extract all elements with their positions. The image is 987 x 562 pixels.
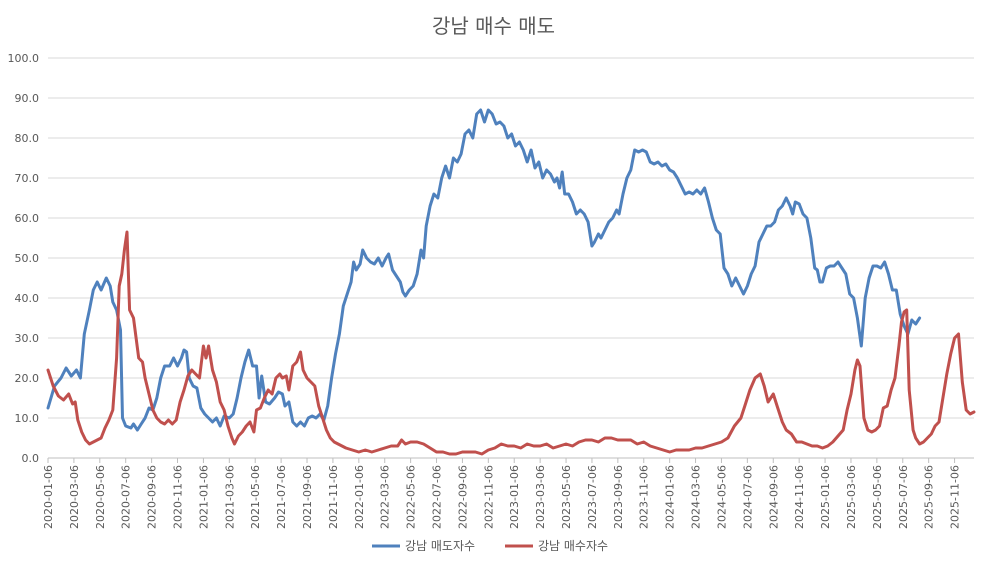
x-tick-label: 2021-01-06 — [197, 465, 210, 529]
y-tick-label: 60.0 — [15, 212, 40, 225]
x-tick-label: 2023-07-06 — [586, 465, 599, 529]
x-tick-label: 2021-03-06 — [223, 465, 236, 529]
x-tick-label: 2025-03-06 — [845, 465, 858, 529]
y-tick-label: 100.0 — [8, 52, 40, 65]
x-tick-label: 2023-09-06 — [612, 465, 625, 529]
x-tick-label: 2021-07-06 — [275, 465, 288, 529]
buy-series-line — [46, 230, 976, 456]
x-tick-label: 2024-03-06 — [690, 465, 703, 529]
x-tick-label: 2025-01-06 — [819, 465, 832, 529]
x-tick-label: 2023-03-06 — [534, 465, 547, 529]
x-tick-label: 2021-09-06 — [301, 465, 314, 529]
y-tick-label: 40.0 — [15, 292, 40, 305]
x-tick-label: 2022-05-06 — [405, 465, 418, 529]
x-tick-label: 2025-07-06 — [897, 465, 910, 529]
x-tick-label: 2023-11-06 — [638, 465, 651, 529]
x-tick-label: 2024-07-06 — [741, 465, 754, 529]
x-tick-label: 2024-05-06 — [715, 465, 728, 529]
x-tick-label: 2022-07-06 — [431, 465, 444, 529]
x-tick-label: 2022-01-06 — [353, 465, 366, 529]
axes: 0.0 10.0 20.0 30.0 40.0 50.0 60.0 70.0 80.0 90.0 1… — [8, 52, 962, 529]
y-tick-label: 80.0 — [15, 132, 40, 145]
x-tick-label: 2022-09-06 — [456, 465, 469, 529]
y-tick-label: 20.0 — [15, 372, 40, 385]
x-tick-label: 2025-05-06 — [871, 465, 884, 529]
sell-series-line — [46, 108, 922, 432]
legend: 강남 매도자수 강남 매수자수 — [372, 539, 608, 553]
x-tick-label: 2024-09-06 — [767, 465, 780, 529]
x-tick-label: 2024-01-06 — [664, 465, 677, 529]
x-tick-label: 2020-05-06 — [94, 465, 107, 529]
x-tick-label: 2023-05-06 — [560, 465, 573, 529]
x-tick-label: 2021-05-06 — [249, 465, 262, 529]
series-lines — [46, 108, 976, 456]
x-tick-label: 2025-11-06 — [949, 465, 962, 529]
x-tick-label: 2025-09-06 — [923, 465, 936, 529]
x-tick-label: 2023-01-06 — [508, 465, 521, 529]
y-tick-label: 10.0 — [15, 412, 40, 425]
x-tick-label: 2020-07-06 — [120, 465, 133, 529]
x-tick-label: 2022-11-06 — [482, 465, 495, 529]
legend-label-sell: 강남 매도자수 — [405, 539, 475, 553]
y-tick-label: 70.0 — [15, 172, 40, 185]
y-tick-label: 90.0 — [15, 92, 40, 105]
y-tick-label: 50.0 — [15, 252, 40, 265]
chart-title: 강남 매수 매도 — [431, 14, 556, 38]
y-tick-label: 0.0 — [22, 452, 40, 465]
x-tick-label: 2020-11-06 — [172, 465, 185, 529]
x-tick-label: 2024-11-06 — [793, 465, 806, 529]
x-tick-label: 2020-09-06 — [146, 465, 159, 529]
x-tick-label: 2022-03-06 — [379, 465, 392, 529]
x-tick-label: 2021-11-06 — [327, 465, 340, 529]
legend-label-buy: 강남 매수자수 — [538, 539, 608, 553]
y-tick-label: 30.0 — [15, 332, 40, 345]
x-tick-label: 2020-01-06 — [42, 465, 55, 529]
x-tick-label: 2020-03-06 — [68, 465, 81, 529]
gridlines — [48, 57, 974, 459]
